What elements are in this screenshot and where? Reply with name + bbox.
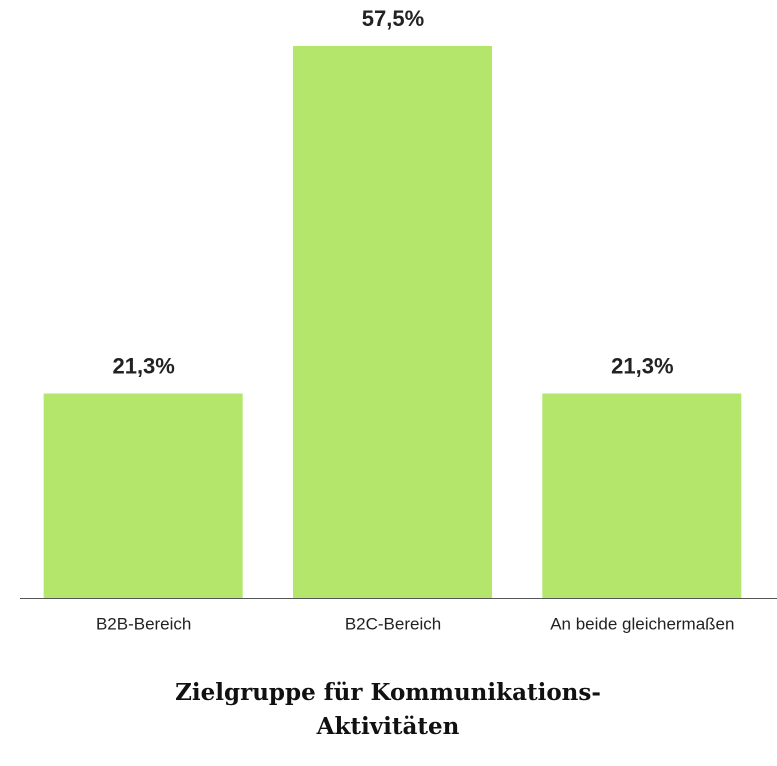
value-label: 57,5% [362,6,424,31]
x-tick-label: B2C-Bereich [345,614,441,633]
value-label: 21,3% [611,353,673,378]
value-label: 21,3% [112,353,174,378]
bar [293,46,492,598]
chart: 21,3% B2B-Bereich 57,5% B2C-Bereich 21,3% An … [20,6,777,633]
chart-title: Zielgruppe für Kommunikations-Aktivitäte… [175,679,601,740]
x-tick-label: An beide gleichermaßen [550,614,734,633]
x-tick-label: B2B-Bereich [96,614,191,633]
bar [542,393,742,598]
bar [43,393,243,598]
